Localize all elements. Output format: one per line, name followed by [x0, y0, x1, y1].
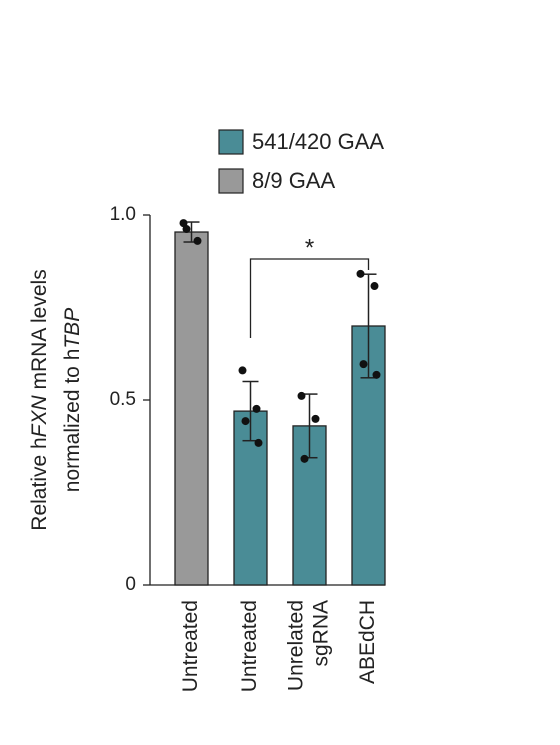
y-axis-label-part: Relative h: [28, 437, 51, 530]
x-tick-label: Unrelated: [285, 600, 308, 691]
y-axis-label-part: FXN: [28, 394, 51, 437]
significance-label: *: [305, 234, 314, 261]
data-point: [370, 282, 379, 291]
legend-swatch: [218, 129, 244, 155]
y-axis-label-part: mRNA levels: [28, 269, 51, 395]
data-point: [359, 360, 368, 369]
data-point: [356, 269, 365, 278]
legend-label: 541/420 GAA: [252, 129, 384, 154]
data-point: [297, 391, 306, 400]
y-axis-label-part: TBP: [61, 308, 84, 349]
y-axis-label-part: normalized to h: [61, 349, 84, 493]
x-tick-label: ABEdCH: [356, 600, 379, 684]
significance-bracket: [249, 258, 370, 338]
data-point: [300, 454, 309, 463]
legend-label: 8/9 GAA: [252, 168, 335, 193]
y-tick-label: 0: [125, 574, 136, 595]
y-tick-label: 0.5: [110, 389, 136, 410]
data-point: [254, 438, 263, 447]
x-tick-label: Untreated: [238, 600, 261, 692]
bar: [174, 231, 209, 586]
data-point: [241, 417, 250, 426]
data-point: [193, 236, 202, 245]
data-point: [252, 404, 261, 413]
data-point: [238, 366, 247, 375]
y-axis-label: normalized to hTBP: [61, 308, 84, 492]
data-point: [311, 414, 320, 423]
y-axis-label: Relative hFXN mRNA levels: [28, 269, 51, 530]
x-tick-label: Untreated: [179, 600, 202, 692]
y-tick-label: 1.0: [110, 204, 136, 225]
data-point: [182, 225, 191, 234]
data-point: [372, 370, 381, 379]
data-point: [179, 219, 188, 228]
x-tick-label: sgRNA: [310, 600, 333, 667]
legend-swatch: [218, 168, 244, 194]
